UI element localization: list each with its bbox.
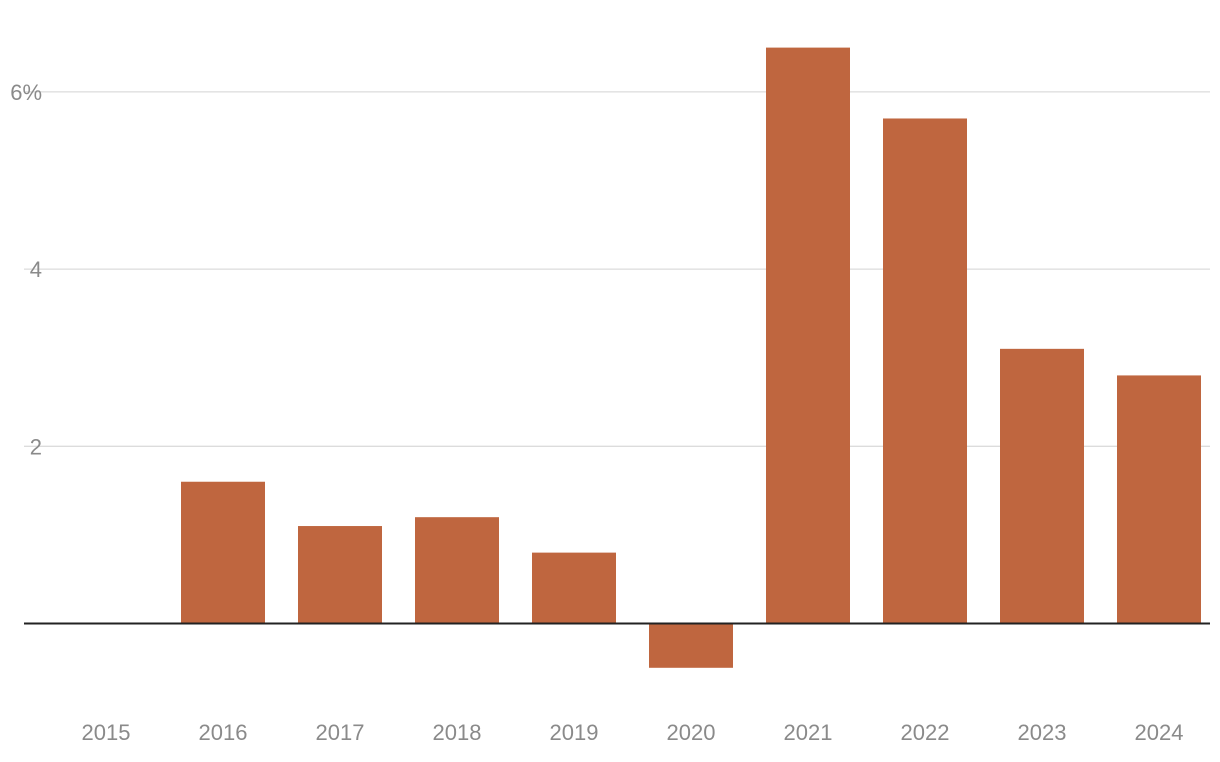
x-tick-label: 2022	[901, 720, 950, 745]
x-tick-label: 2016	[199, 720, 248, 745]
x-tick-label: 2023	[1018, 720, 1067, 745]
y-tick-label: 4	[30, 257, 42, 282]
x-tick-label: 2024	[1135, 720, 1184, 745]
bar-2018	[415, 517, 499, 624]
x-tick-label: 2017	[316, 720, 365, 745]
y-tick-label: 2	[30, 434, 42, 459]
bar-2023	[1000, 348, 1084, 624]
bar-2024	[1117, 375, 1201, 624]
x-tick-label: 2021	[784, 720, 833, 745]
x-tick-label: 2019	[550, 720, 599, 745]
bars	[181, 47, 1201, 668]
x-axis-tick-labels: 2015 2016 2017 2018 2019 2020 2021 2022 2023 2024	[82, 720, 1184, 745]
y-axis-tick-labels: 2 4 6%	[10, 80, 42, 459]
bar-2021	[766, 47, 850, 624]
x-tick-label: 2015	[82, 720, 131, 745]
bar-2020	[649, 623, 733, 668]
bar-2022	[883, 118, 967, 624]
x-tick-label: 2018	[433, 720, 482, 745]
x-tick-label: 2020	[667, 720, 716, 745]
y-tick-label: 6%	[10, 80, 42, 105]
bar-2019	[532, 552, 616, 624]
bar-2017	[298, 526, 382, 624]
bar-2016	[181, 481, 265, 624]
